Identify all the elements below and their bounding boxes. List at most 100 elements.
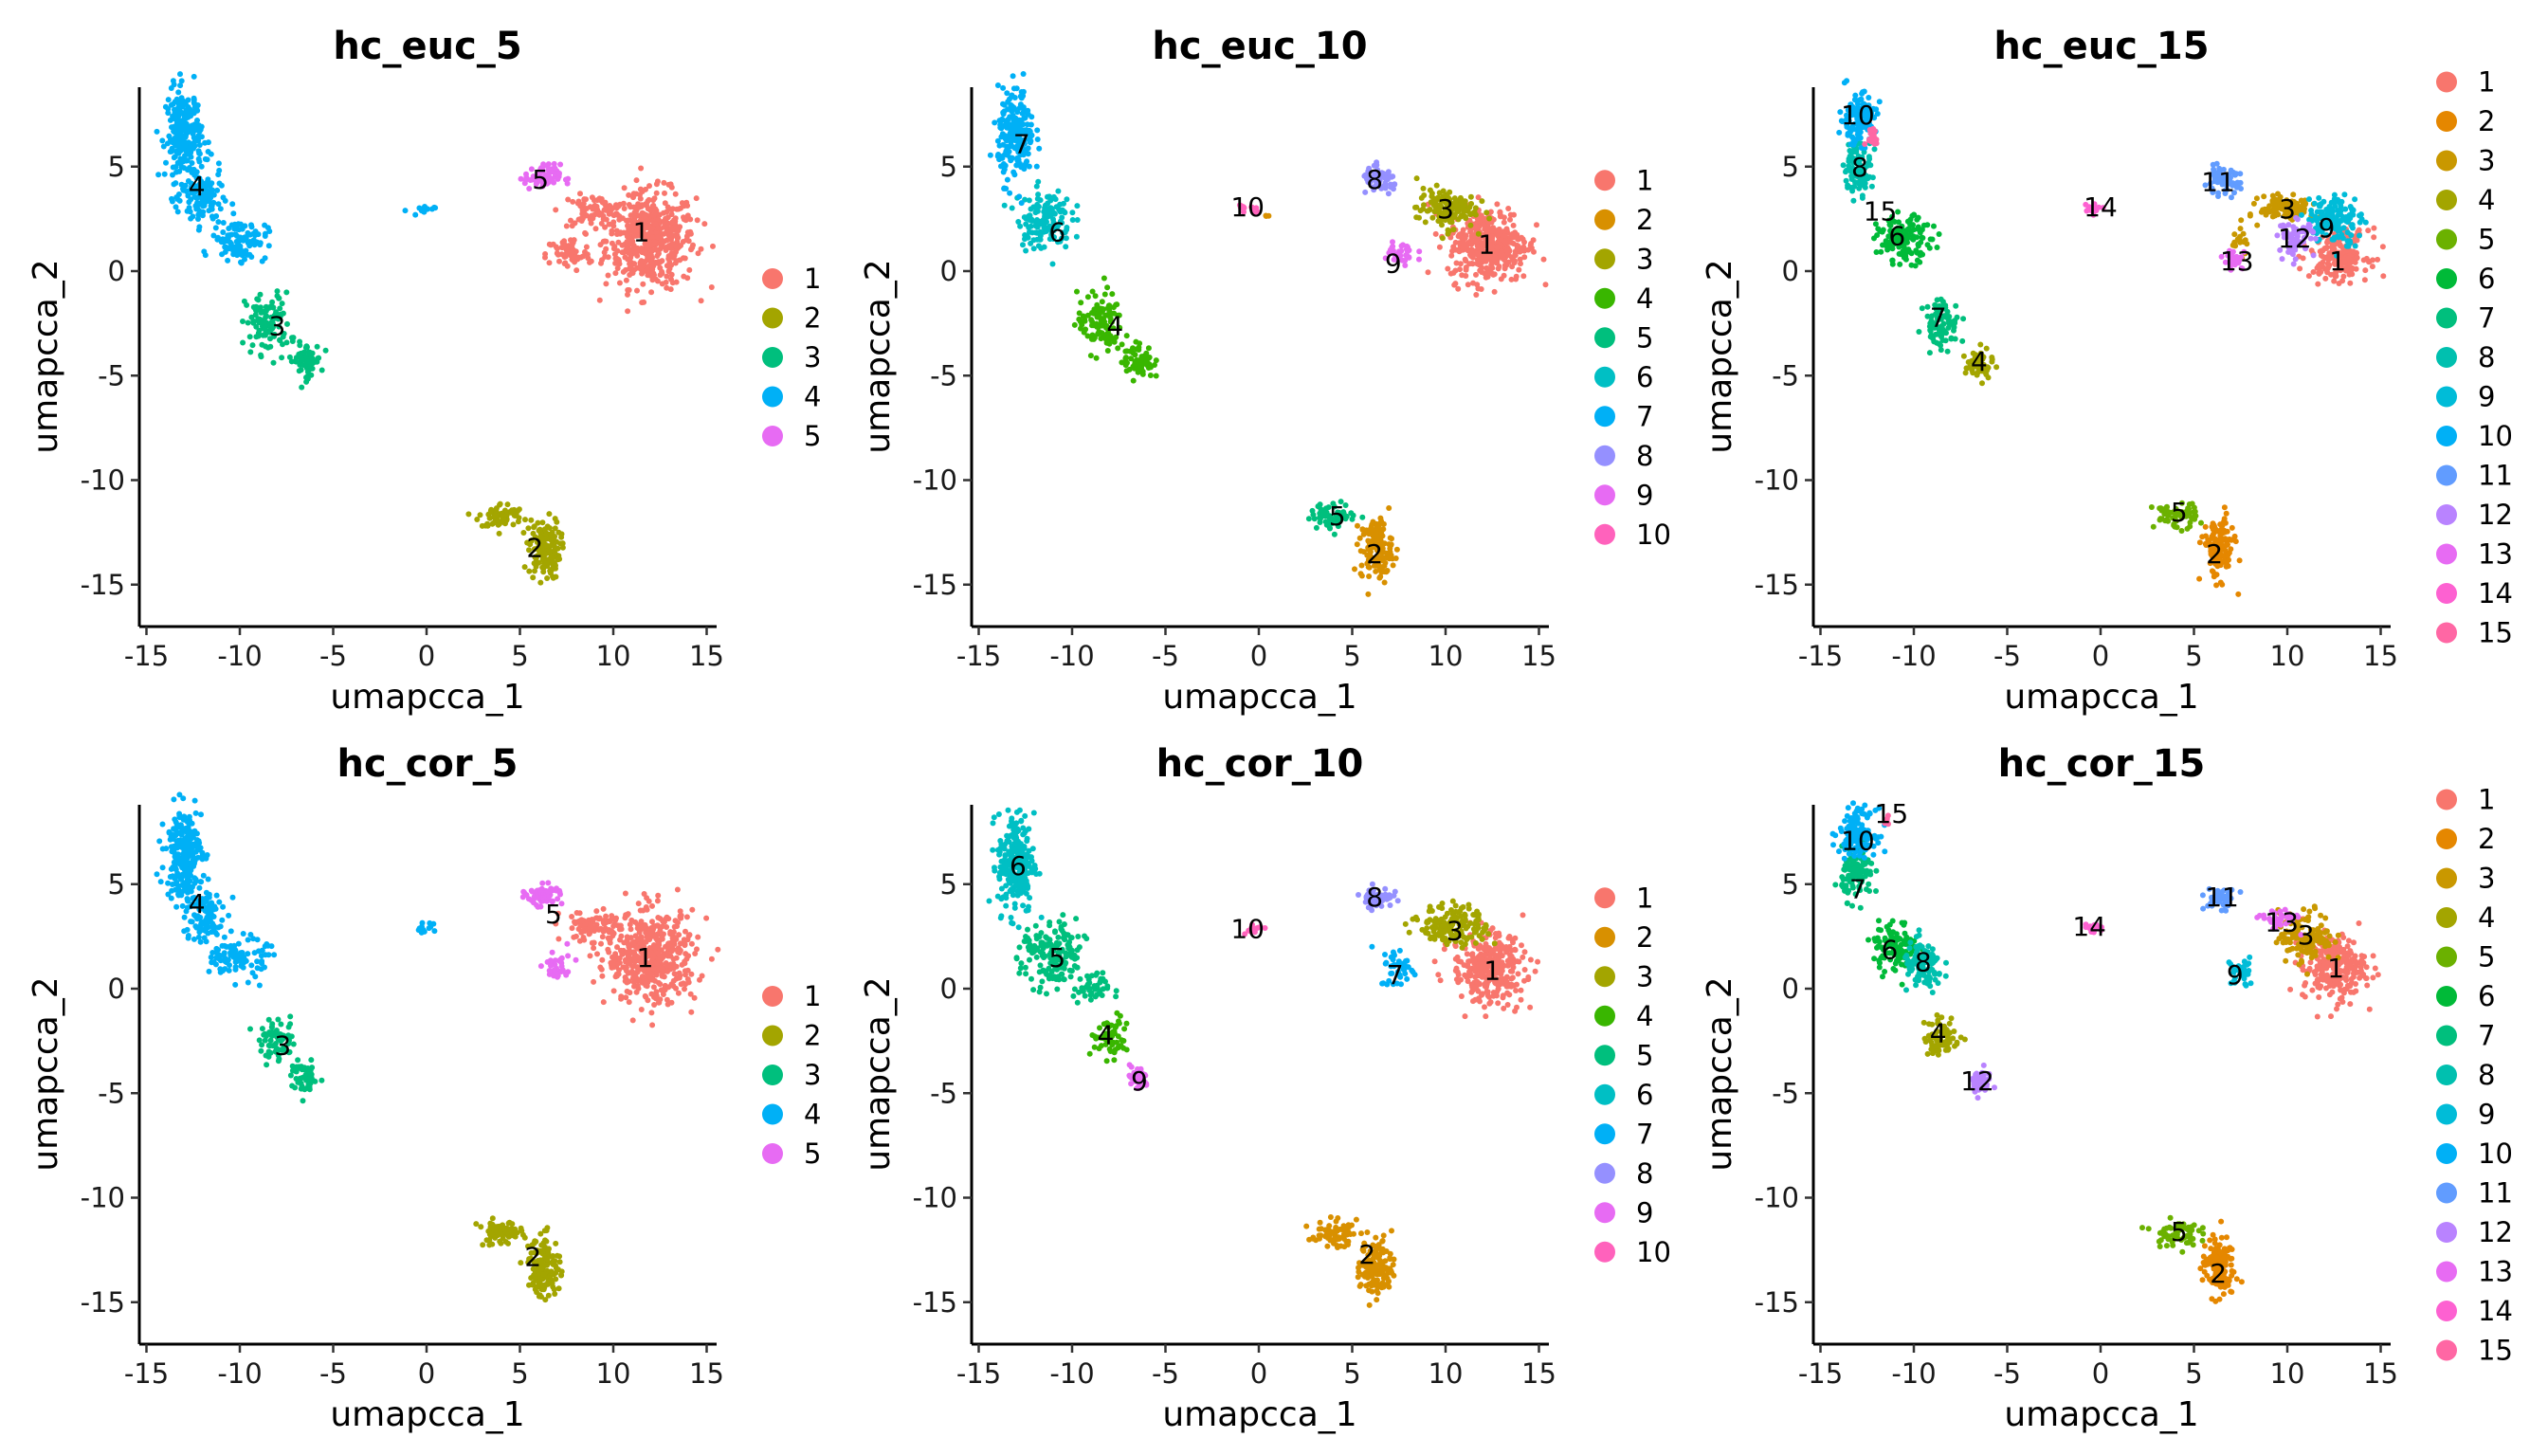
data-point <box>173 136 178 142</box>
data-point <box>1518 261 1523 267</box>
data-point <box>550 562 556 569</box>
y-tick-label: 5 <box>108 151 125 183</box>
x-tick-label: 0 <box>2092 640 2109 672</box>
data-point <box>613 205 620 211</box>
data-point <box>1021 109 1028 116</box>
data-point <box>258 308 264 315</box>
data-point <box>1508 276 1515 282</box>
data-point <box>1505 206 1512 211</box>
legend-label: 6 <box>2478 263 2495 295</box>
data-point <box>669 936 676 942</box>
data-point <box>659 973 665 979</box>
data-point <box>638 934 645 940</box>
data-point <box>509 507 516 514</box>
data-point <box>1134 346 1140 353</box>
data-point <box>703 915 710 921</box>
data-point <box>283 289 290 296</box>
data-point <box>667 245 674 251</box>
legend-key <box>2436 307 2457 329</box>
data-point <box>688 940 695 947</box>
data-point <box>1449 247 1455 254</box>
data-point <box>2226 550 2232 556</box>
cluster-label: 7 <box>1930 302 1947 334</box>
data-point <box>474 517 481 522</box>
data-point <box>1000 141 1007 148</box>
data-point <box>428 206 435 212</box>
data-point <box>1509 264 1516 270</box>
data-point <box>643 930 649 936</box>
data-point <box>227 239 233 246</box>
data-point <box>2379 244 2386 250</box>
data-point <box>615 239 622 246</box>
data-point <box>177 155 184 162</box>
data-point <box>195 155 202 162</box>
data-point <box>2261 193 2267 200</box>
data-point <box>2258 209 2265 215</box>
data-point <box>994 137 1001 144</box>
data-point <box>188 184 194 191</box>
cluster-label: 15 <box>1864 195 1898 227</box>
data-point <box>2299 207 2305 213</box>
data-point <box>694 217 701 224</box>
data-point <box>994 153 1001 159</box>
data-point <box>296 368 302 374</box>
data-point <box>533 181 539 188</box>
data-point <box>1028 217 1034 224</box>
data-point <box>1076 316 1083 322</box>
data-point <box>521 564 528 571</box>
x-tick-label: -5 <box>319 640 347 672</box>
data-point <box>589 212 595 219</box>
data-point <box>544 575 551 581</box>
data-point <box>687 216 694 223</box>
x-tick-label: -15 <box>1798 640 1843 672</box>
data-point <box>648 1010 655 1016</box>
data-point <box>1931 338 1938 345</box>
data-point <box>1458 199 1465 206</box>
data-point <box>630 245 637 251</box>
cluster-label: 10 <box>1230 191 1265 223</box>
data-point <box>1076 310 1083 317</box>
data-point <box>1073 233 1080 240</box>
data-point <box>1467 211 1474 218</box>
data-point <box>1871 146 1878 153</box>
legend-label: 14 <box>2478 577 2513 610</box>
data-point <box>269 299 276 305</box>
data-point <box>1926 350 1933 356</box>
x-tick-label: 0 <box>1250 640 1267 672</box>
data-point <box>270 359 277 366</box>
data-point <box>662 190 667 196</box>
data-point <box>1006 149 1012 155</box>
data-point <box>1023 160 1029 167</box>
data-point <box>2269 213 2276 220</box>
data-point <box>1030 246 1037 252</box>
data-point <box>657 981 664 988</box>
data-point <box>1953 302 1959 309</box>
data-point <box>253 323 260 330</box>
data-point <box>2375 256 2381 263</box>
data-point <box>1023 247 1029 254</box>
data-point <box>640 907 646 914</box>
data-point <box>1387 552 1393 558</box>
data-point <box>659 923 665 930</box>
data-point <box>1389 536 1394 542</box>
data-point <box>1034 127 1041 134</box>
data-point <box>187 209 193 215</box>
data-point <box>1420 185 1427 191</box>
data-point <box>654 178 661 185</box>
y-tick-label: -5 <box>930 359 957 391</box>
data-point <box>627 241 633 247</box>
data-point <box>2157 505 2163 512</box>
y-tick-label: 5 <box>1782 151 1799 183</box>
data-point <box>1004 124 1010 131</box>
points-layer <box>154 792 721 1303</box>
data-point <box>623 266 628 273</box>
data-point <box>2318 201 2324 208</box>
legend-label: 11 <box>2478 460 2513 492</box>
legend-key <box>1594 287 1615 309</box>
y-tick-label: -5 <box>1772 359 1799 391</box>
data-point <box>558 531 565 537</box>
data-point <box>1504 247 1511 254</box>
data-point <box>1491 288 1498 295</box>
data-point <box>296 351 302 357</box>
data-point <box>189 167 195 173</box>
